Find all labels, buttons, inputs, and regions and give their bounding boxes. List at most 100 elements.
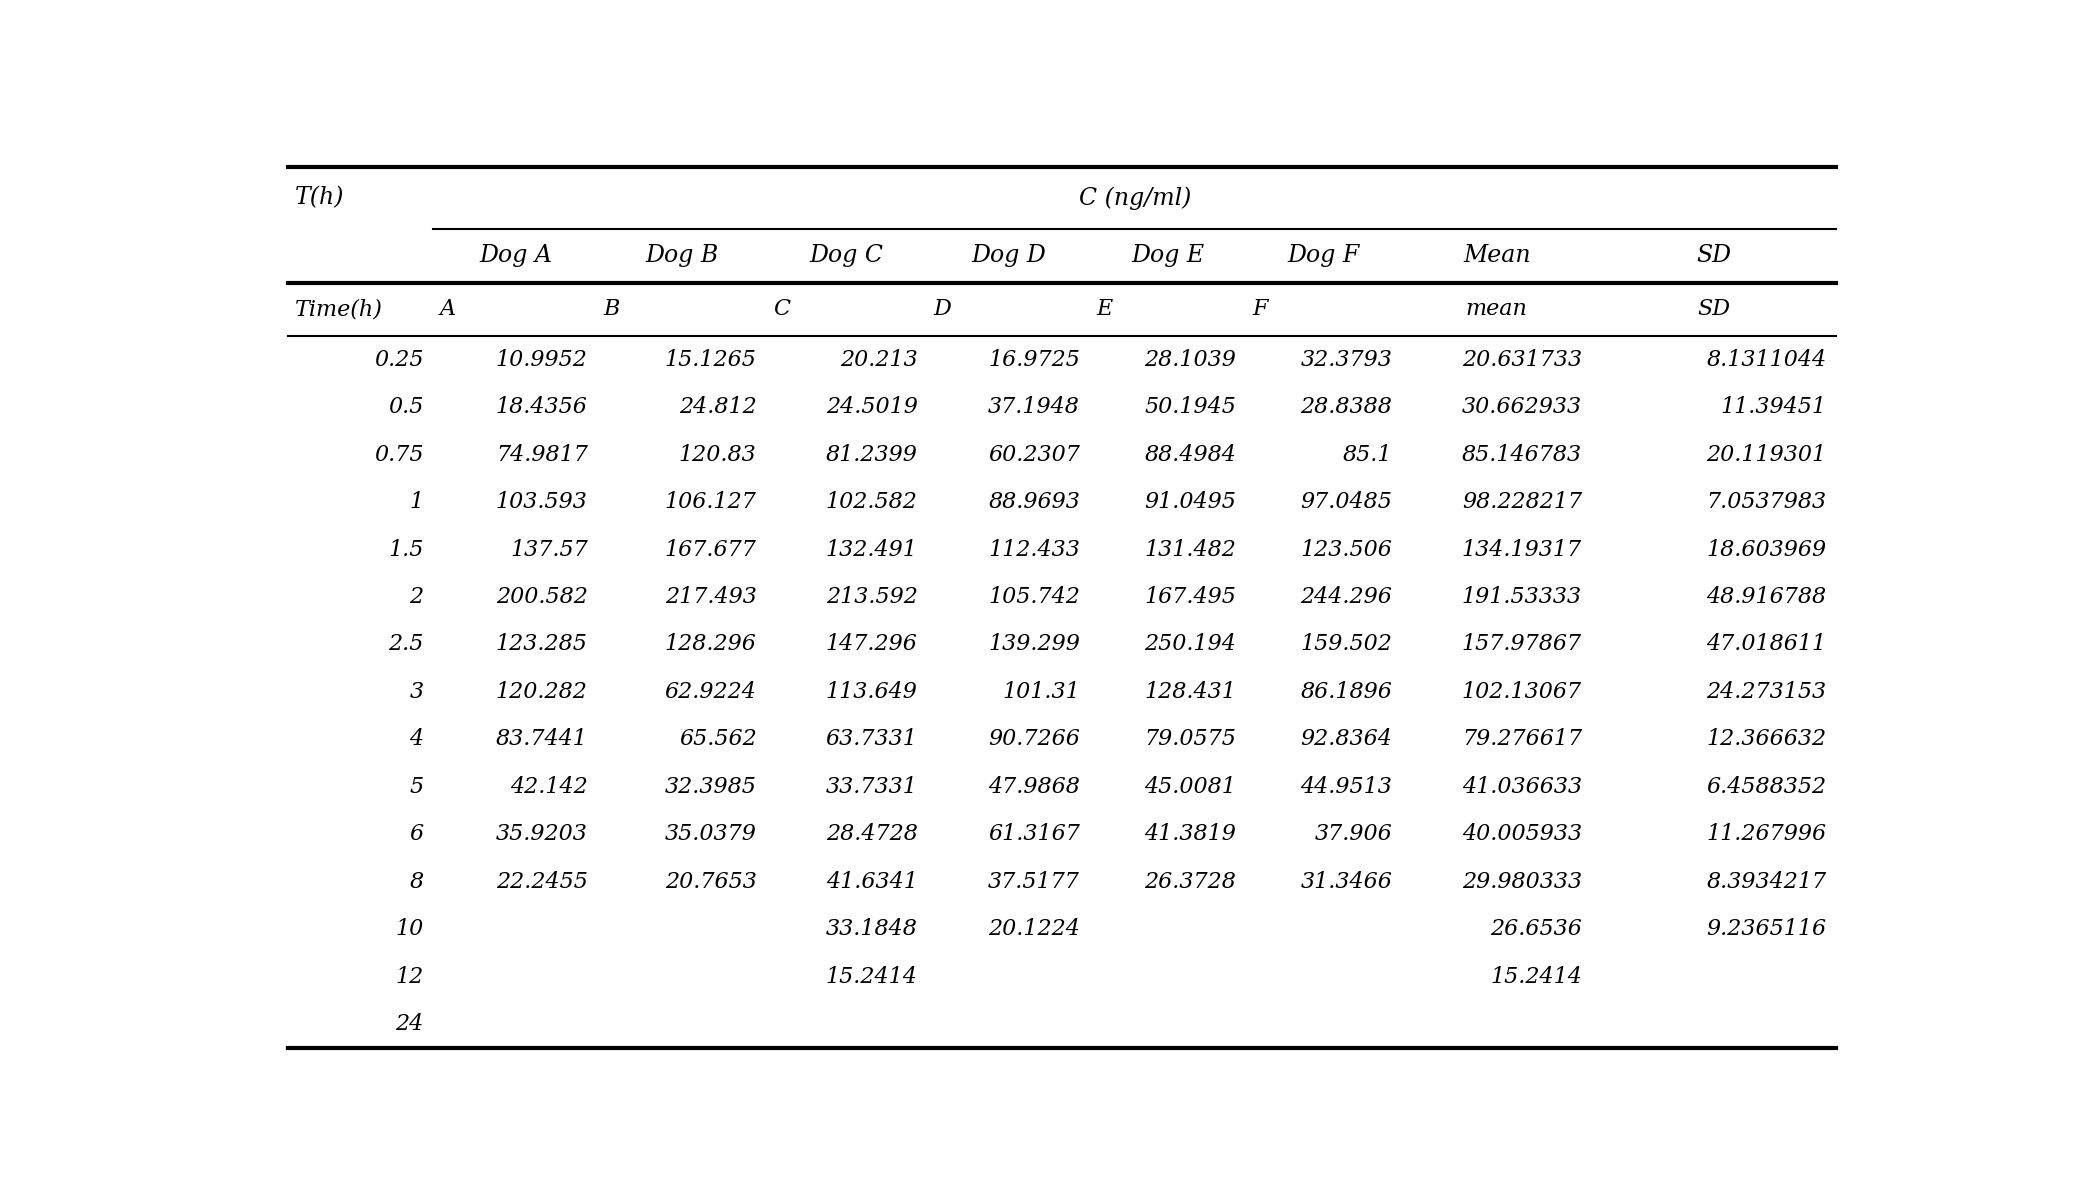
Text: D: D bbox=[934, 298, 951, 321]
Text: 44.9513: 44.9513 bbox=[1300, 776, 1393, 798]
Text: F: F bbox=[1252, 298, 1268, 321]
Text: 191.53333: 191.53333 bbox=[1462, 586, 1582, 608]
Text: 60.2307: 60.2307 bbox=[988, 444, 1080, 465]
Text: 1.5: 1.5 bbox=[388, 538, 424, 561]
Text: 81.2399: 81.2399 bbox=[826, 444, 918, 465]
Text: 61.3167: 61.3167 bbox=[988, 823, 1080, 846]
Text: 132.491: 132.491 bbox=[826, 538, 918, 561]
Text: 35.0379: 35.0379 bbox=[664, 823, 756, 846]
Text: 120.83: 120.83 bbox=[679, 444, 756, 465]
Text: 32.3793: 32.3793 bbox=[1300, 349, 1393, 371]
Text: 6: 6 bbox=[409, 823, 424, 846]
Text: Dog D: Dog D bbox=[972, 244, 1046, 268]
Text: 85.146783: 85.146783 bbox=[1462, 444, 1582, 465]
Text: C: C bbox=[772, 298, 789, 321]
Text: 88.4984: 88.4984 bbox=[1144, 444, 1235, 465]
Text: 112.433: 112.433 bbox=[988, 538, 1080, 561]
Text: 0.25: 0.25 bbox=[374, 349, 424, 371]
Text: 33.7331: 33.7331 bbox=[826, 776, 918, 798]
Text: SD: SD bbox=[1698, 298, 1731, 321]
Text: 35.9203: 35.9203 bbox=[496, 823, 588, 846]
Text: 120.282: 120.282 bbox=[496, 681, 588, 703]
Text: 18.603969: 18.603969 bbox=[1706, 538, 1827, 561]
Text: 128.431: 128.431 bbox=[1144, 681, 1235, 703]
Text: 85.1: 85.1 bbox=[1343, 444, 1393, 465]
Text: 29.980333: 29.980333 bbox=[1462, 871, 1582, 892]
Text: 2.5: 2.5 bbox=[388, 634, 424, 655]
Text: 41.6341: 41.6341 bbox=[826, 871, 918, 892]
Text: 33.1848: 33.1848 bbox=[826, 919, 918, 940]
Text: Dog B: Dog B bbox=[646, 244, 718, 268]
Text: SD: SD bbox=[1696, 244, 1731, 268]
Text: B: B bbox=[604, 298, 621, 321]
Text: 86.1896: 86.1896 bbox=[1300, 681, 1393, 703]
Text: 159.502: 159.502 bbox=[1300, 634, 1393, 655]
Text: 0.75: 0.75 bbox=[374, 444, 424, 465]
Text: 7.0537983: 7.0537983 bbox=[1706, 492, 1827, 513]
Text: 217.493: 217.493 bbox=[664, 586, 756, 608]
Text: 98.228217: 98.228217 bbox=[1462, 492, 1582, 513]
Text: 88.9693: 88.9693 bbox=[988, 492, 1080, 513]
Text: 9.2365116: 9.2365116 bbox=[1706, 919, 1827, 940]
Text: 62.9224: 62.9224 bbox=[664, 681, 756, 703]
Text: 123.285: 123.285 bbox=[496, 634, 588, 655]
Text: 3: 3 bbox=[409, 681, 424, 703]
Text: 45.0081: 45.0081 bbox=[1144, 776, 1235, 798]
Text: 24.273153: 24.273153 bbox=[1706, 681, 1827, 703]
Text: 28.8388: 28.8388 bbox=[1300, 396, 1393, 419]
Text: 24.812: 24.812 bbox=[679, 396, 756, 419]
Text: 20.7653: 20.7653 bbox=[664, 871, 756, 892]
Text: 79.0575: 79.0575 bbox=[1144, 728, 1235, 750]
Text: 20.213: 20.213 bbox=[841, 349, 918, 371]
Text: 102.582: 102.582 bbox=[826, 492, 918, 513]
Text: 90.7266: 90.7266 bbox=[988, 728, 1080, 750]
Text: 74.9817: 74.9817 bbox=[496, 444, 588, 465]
Text: 47.9868: 47.9868 bbox=[988, 776, 1080, 798]
Text: 15.2414: 15.2414 bbox=[826, 965, 918, 988]
Text: 20.119301: 20.119301 bbox=[1706, 444, 1827, 465]
Text: 26.3728: 26.3728 bbox=[1144, 871, 1235, 892]
Text: 11.39451: 11.39451 bbox=[1721, 396, 1827, 419]
Text: 102.13067: 102.13067 bbox=[1462, 681, 1582, 703]
Text: 24: 24 bbox=[394, 1013, 424, 1035]
Text: 12.366632: 12.366632 bbox=[1706, 728, 1827, 750]
Text: 200.582: 200.582 bbox=[496, 586, 588, 608]
Text: 113.649: 113.649 bbox=[826, 681, 918, 703]
Text: 37.906: 37.906 bbox=[1314, 823, 1393, 846]
Text: 0.5: 0.5 bbox=[388, 396, 424, 419]
Text: 10.9952: 10.9952 bbox=[496, 349, 588, 371]
Text: 101.31: 101.31 bbox=[1003, 681, 1080, 703]
Text: 26.6536: 26.6536 bbox=[1491, 919, 1582, 940]
Text: 30.662933: 30.662933 bbox=[1462, 396, 1582, 419]
Text: 79.276617: 79.276617 bbox=[1462, 728, 1582, 750]
Text: 18.4356: 18.4356 bbox=[496, 396, 588, 419]
Text: 137.57: 137.57 bbox=[511, 538, 588, 561]
Text: 42.142: 42.142 bbox=[511, 776, 588, 798]
Text: 147.296: 147.296 bbox=[826, 634, 918, 655]
Text: 167.495: 167.495 bbox=[1144, 586, 1235, 608]
Text: 15.1265: 15.1265 bbox=[664, 349, 756, 371]
Text: 31.3466: 31.3466 bbox=[1300, 871, 1393, 892]
Text: 37.5177: 37.5177 bbox=[988, 871, 1080, 892]
Text: 28.1039: 28.1039 bbox=[1144, 349, 1235, 371]
Text: E: E bbox=[1096, 298, 1113, 321]
Text: 63.7331: 63.7331 bbox=[826, 728, 918, 750]
Text: 167.677: 167.677 bbox=[664, 538, 756, 561]
Text: 106.127: 106.127 bbox=[664, 492, 756, 513]
Text: 1: 1 bbox=[409, 492, 424, 513]
Text: T(h): T(h) bbox=[295, 187, 345, 209]
Text: 244.296: 244.296 bbox=[1300, 586, 1393, 608]
Text: mean: mean bbox=[1466, 298, 1528, 321]
Text: Mean: Mean bbox=[1464, 244, 1530, 268]
Text: C (ng/ml): C (ng/ml) bbox=[1080, 187, 1192, 209]
Text: Dog F: Dog F bbox=[1287, 244, 1360, 268]
Text: 128.296: 128.296 bbox=[664, 634, 756, 655]
Text: 123.506: 123.506 bbox=[1300, 538, 1393, 561]
Text: 32.3985: 32.3985 bbox=[664, 776, 756, 798]
Text: 16.9725: 16.9725 bbox=[988, 349, 1080, 371]
Text: 37.1948: 37.1948 bbox=[988, 396, 1080, 419]
Text: 105.742: 105.742 bbox=[988, 586, 1080, 608]
Text: 11.267996: 11.267996 bbox=[1706, 823, 1827, 846]
Text: Time(h): Time(h) bbox=[295, 298, 382, 321]
Text: 47.018611: 47.018611 bbox=[1706, 634, 1827, 655]
